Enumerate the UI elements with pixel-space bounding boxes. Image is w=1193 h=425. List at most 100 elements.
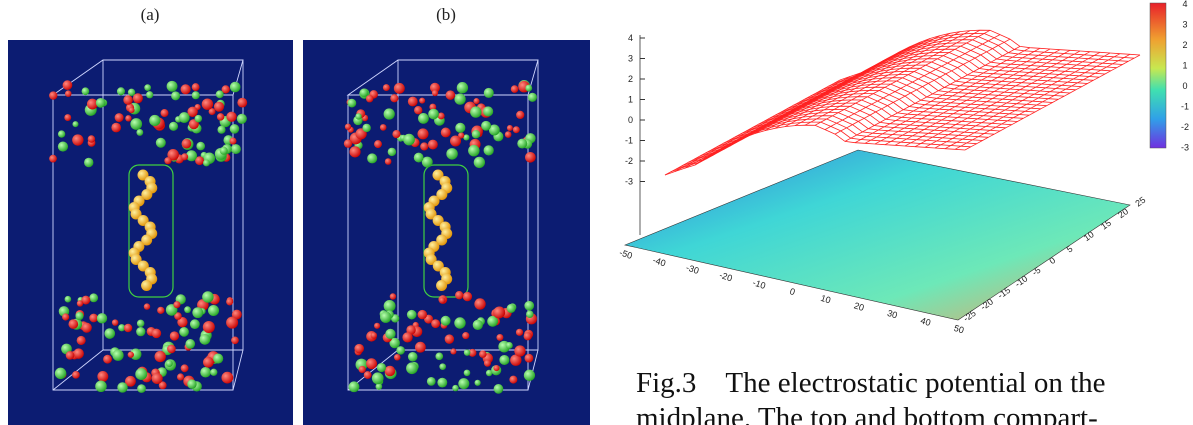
atom	[116, 87, 126, 96]
atom	[496, 333, 504, 341]
atom	[385, 328, 396, 339]
atom	[374, 322, 381, 329]
atom	[226, 298, 234, 306]
atom	[493, 306, 505, 319]
z-tick-label: -3	[625, 177, 633, 187]
atom	[431, 89, 439, 97]
atom	[136, 327, 146, 337]
atom	[72, 371, 80, 379]
atom	[169, 331, 180, 341]
atom	[137, 260, 149, 272]
mesh-line	[904, 50, 1081, 147]
atom	[84, 157, 94, 168]
atom	[166, 80, 178, 92]
atom	[216, 113, 225, 121]
atom	[421, 156, 433, 168]
atom	[125, 375, 136, 387]
atom	[389, 293, 397, 300]
atom	[196, 141, 206, 151]
atom	[525, 151, 536, 163]
atom	[192, 307, 204, 319]
atom	[413, 152, 424, 163]
atom	[137, 215, 149, 226]
atom	[524, 353, 534, 363]
atom	[516, 110, 525, 120]
atom	[185, 150, 198, 162]
x-tick-label: 50	[953, 323, 966, 336]
atom	[483, 359, 491, 367]
atom	[57, 141, 69, 152]
atom	[185, 339, 196, 349]
atom	[144, 84, 151, 91]
atom	[470, 106, 482, 118]
colorbar-tick-label: -1	[1181, 102, 1189, 112]
atom	[104, 328, 116, 339]
atom	[418, 112, 429, 124]
atom	[49, 154, 57, 163]
atom	[180, 84, 191, 95]
atom	[463, 134, 470, 141]
atom	[200, 366, 211, 378]
atom	[506, 303, 516, 313]
atom	[202, 291, 214, 303]
colorbar-tick-label: 3	[1182, 20, 1187, 30]
atom	[432, 215, 444, 226]
atom	[81, 295, 91, 305]
atom	[462, 332, 470, 340]
atom	[194, 114, 203, 123]
atom	[184, 306, 191, 314]
atom	[157, 306, 165, 314]
atom	[510, 354, 522, 366]
atom	[154, 350, 166, 363]
atom	[217, 125, 226, 134]
atom	[143, 303, 151, 310]
atom	[349, 146, 361, 158]
atom	[420, 142, 429, 151]
atom	[414, 341, 426, 353]
atom	[437, 377, 448, 388]
z-tick-label: -2	[625, 156, 633, 166]
atom	[81, 87, 90, 96]
atom	[137, 169, 149, 181]
atom	[358, 365, 366, 374]
colorbar-tick-label: 4	[1182, 0, 1187, 9]
atom	[181, 153, 189, 161]
atom	[362, 123, 371, 133]
atom	[208, 108, 216, 116]
atom	[344, 123, 352, 130]
atom	[68, 319, 79, 329]
atom	[97, 371, 109, 382]
atom	[454, 317, 466, 329]
atom	[195, 156, 205, 166]
atom	[89, 313, 98, 323]
atom	[62, 80, 73, 90]
atom	[393, 82, 405, 94]
atom	[444, 334, 455, 344]
x-tick-label: -10	[751, 277, 766, 291]
atom	[414, 106, 423, 115]
atom	[403, 133, 415, 146]
atom	[165, 360, 173, 368]
atom	[450, 348, 457, 355]
atom	[473, 98, 480, 105]
atom	[354, 343, 364, 354]
atom	[380, 311, 392, 323]
atom	[429, 82, 440, 93]
atom	[62, 313, 70, 321]
atom	[201, 98, 214, 110]
colorbar-tick-label: -2	[1181, 122, 1189, 132]
atom	[226, 316, 239, 329]
atom	[417, 128, 429, 140]
atom	[103, 354, 112, 364]
atom	[456, 82, 469, 94]
x-tick-label: 20	[853, 300, 866, 313]
atom	[64, 90, 72, 97]
atom	[136, 129, 144, 136]
atom	[419, 97, 426, 104]
channel	[128, 164, 174, 298]
atom	[374, 140, 382, 149]
mesh-line	[924, 51, 1101, 148]
atom	[488, 124, 500, 136]
atom	[463, 349, 471, 356]
y-tick-label: 25	[1133, 195, 1147, 209]
